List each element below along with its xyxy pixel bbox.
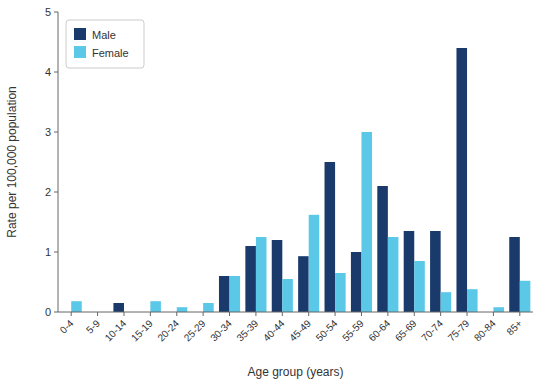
x-tick-label: 10-14 [103,317,129,343]
y-tick-label: 5 [45,6,51,18]
bar [219,276,230,312]
x-tick [519,312,520,316]
bar [493,307,504,312]
bar [113,303,124,312]
x-tick [387,312,388,316]
chart-container: 0 1 2 3 4 5 0-4 5-910-1415-1920-2425-2930-3435-… [0,0,545,384]
x-tick-label: 45-49 [287,317,313,343]
bar [282,279,293,312]
y-tick [54,12,58,13]
legend-label: Female [92,47,129,59]
bar [177,307,188,312]
bar [388,237,399,312]
legend-swatch [74,46,86,58]
bar [272,240,283,312]
x-tick [150,312,151,316]
bar [430,231,441,312]
y-tick-label: 4 [45,66,51,78]
bar [298,256,309,312]
x-tick [176,312,177,316]
y-tick [54,192,58,193]
bars [71,48,530,312]
bar [509,237,520,312]
y-tick-label: 0 [45,306,51,318]
plot-area [58,12,533,312]
bar [71,301,82,312]
x-tick [71,312,72,316]
x-tick-label: 40-44 [261,317,287,343]
x-tick [414,312,415,316]
legend-swatch [74,28,86,40]
bar [335,273,346,312]
y-axis-line [58,12,59,312]
bar [203,303,214,312]
bar [377,186,388,312]
bar [441,292,452,312]
y-tick [54,132,58,133]
y-tick [54,252,58,253]
bar [309,215,320,312]
chart: 0 1 2 3 4 5 0-4 5-910-1415-1920-2425-2930-3435-… [0,0,545,384]
legend: Male Female [66,20,144,68]
x-tick-label: 35-39 [234,317,260,343]
x-tick [123,312,124,316]
legend-label: Male [92,29,116,41]
bar [351,252,362,312]
x-tick-label: 85+ [504,318,524,338]
y-tick-label: 2 [45,186,51,198]
x-tick [282,312,283,316]
x-tick [255,312,256,316]
x-tick [229,312,230,316]
legend-box [66,20,144,68]
x-tick [308,312,309,316]
bar [245,246,256,312]
x-tick [440,312,441,316]
bar [456,48,467,312]
x-tick [493,312,494,316]
bar [361,132,372,312]
bar [520,281,531,312]
bar [256,237,267,312]
y-axis-label: Rate per 100,000 population [5,86,19,237]
bar [230,276,241,312]
bar [150,301,161,312]
x-tick-label: 75-79 [446,317,472,343]
x-axis-label: Age group (years) [247,365,343,379]
y-tick-label: 1 [45,246,51,258]
x-tick-label: 65-69 [393,317,419,343]
y-tick [54,312,58,313]
x-tick [467,312,468,316]
x-tick-label: 30-34 [208,317,234,343]
x-tick-label: 80-84 [472,317,498,343]
y-tick [54,72,58,73]
x-tick-label: 50-54 [314,317,340,343]
x-tick-label: 25-29 [182,317,208,343]
x-tick [335,312,336,316]
x-tick-label: 5-9 [84,317,102,335]
x-tick-label: 20-24 [155,317,181,343]
x-tick-label: 55-59 [340,317,366,343]
bar [414,261,425,312]
bar [325,162,336,312]
x-tick [361,312,362,316]
bar [467,289,478,312]
x-axis-line [58,312,533,313]
x-tick-label: 0-4 [58,317,76,335]
x-tick-label: 60-64 [366,317,392,343]
x-tick-label: 70-74 [419,317,445,343]
x-tick [97,312,98,316]
x-tick-label: 15-19 [129,317,155,343]
y-tick-label: 3 [45,126,51,138]
bar [404,231,415,312]
x-tick [203,312,204,316]
